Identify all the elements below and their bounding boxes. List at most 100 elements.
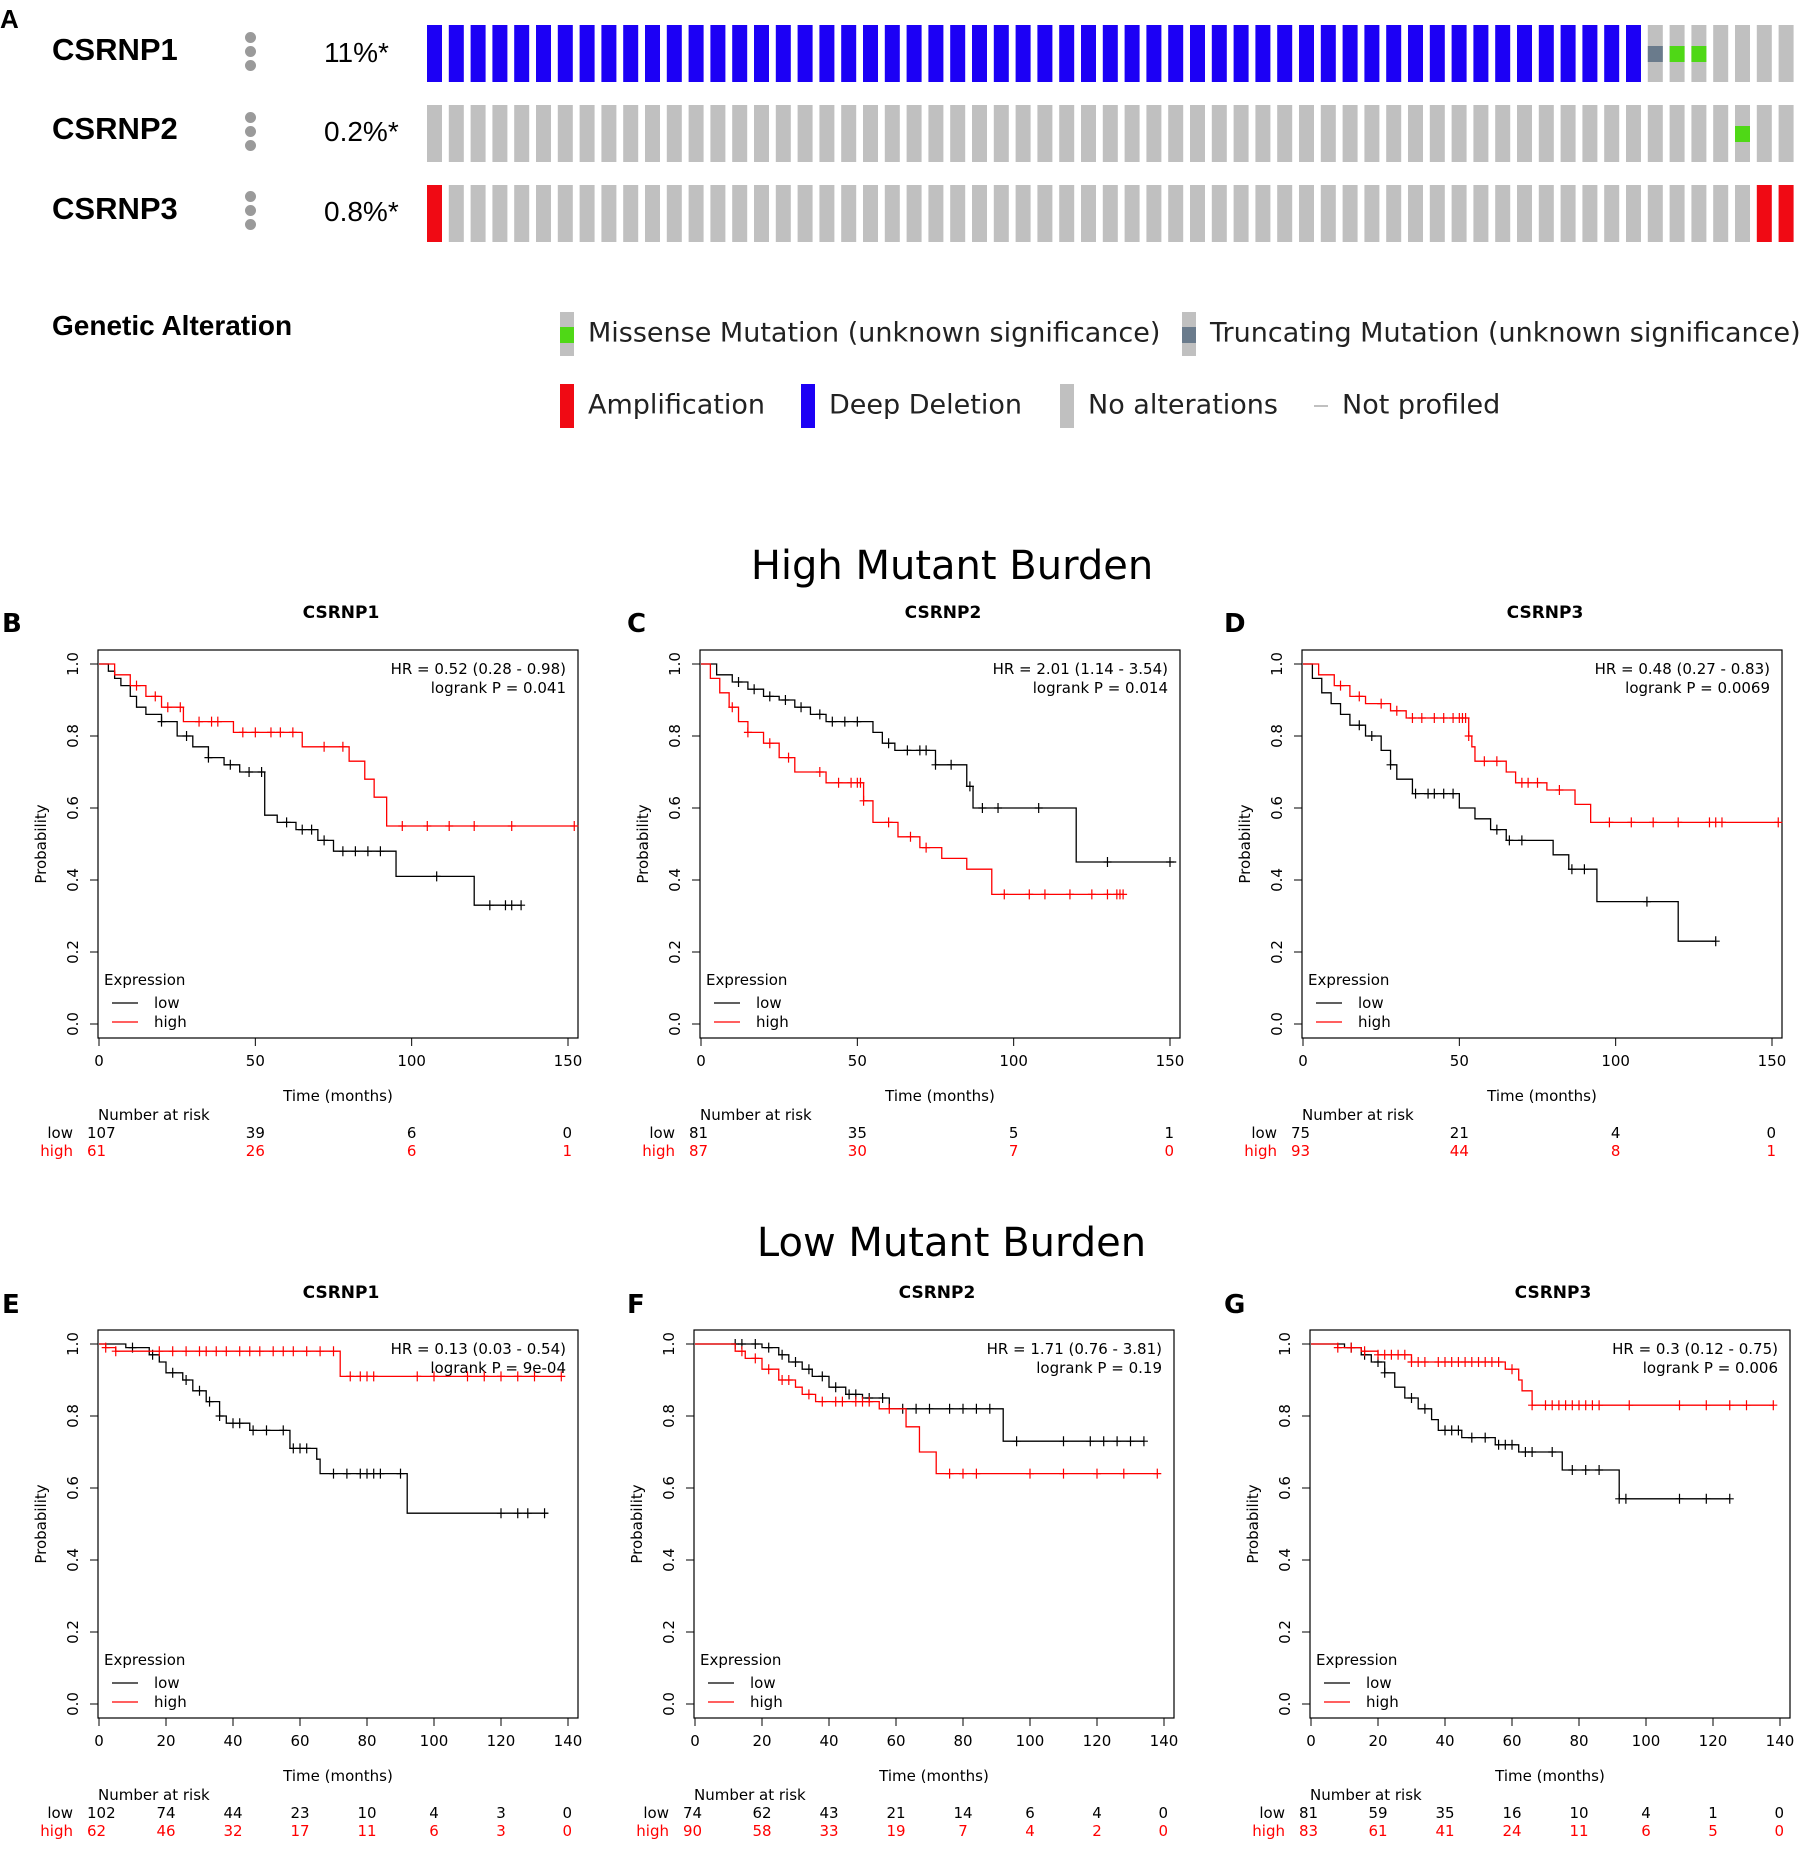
oncoprint-cell-csrnp1 [1211,25,1227,82]
oncoprint-cell-csrnp2 [1081,105,1096,162]
censor-mark-high [859,795,868,806]
censor-mark-high [1674,817,1683,828]
oncoprint-cell-csrnp1 [448,25,464,82]
censor-mark-low [751,1339,760,1349]
hazard-ratio: HR = 2.01 (1.14 - 3.54) [993,660,1168,678]
censor-mark-low [831,1382,840,1393]
censor-mark-high [1548,1400,1557,1411]
censor-mark-low [1407,1393,1416,1403]
risk-count-high: 30 [848,1142,867,1160]
oncoprint-cell-csrnp2 [1517,105,1532,162]
oncoprint-cell-csrnp3 [579,185,595,242]
y-tick-label: 0.0 [666,1012,684,1036]
oncoprint-cell-csrnp1 [993,25,1009,82]
censor-mark-low [342,1468,351,1479]
censor-mark-high [1093,1468,1101,1479]
legend-label-low: low [1358,994,1384,1012]
risk-header: Number at risk [700,1106,812,1124]
gene-menu-icon[interactable] [245,112,257,154]
censor-mark-low [1034,803,1043,813]
censor-mark-low [845,1389,854,1400]
censor-mark-high [1408,713,1417,723]
legend-label-low: low [1366,1674,1392,1692]
censor-mark-high [906,831,915,842]
censor-mark-low [205,1396,214,1407]
censor-mark-low [204,752,213,763]
hazard-ratio: HR = 0.13 (0.03 - 0.54) [391,1340,566,1358]
oncoprint-cell-csrnp3 [1081,185,1096,242]
censor-mark-high [151,691,160,702]
logrank-p: logrank P = 0.0069 [1625,679,1770,697]
x-tick-label: 100 [999,1052,1028,1070]
censor-mark-low [750,684,759,695]
legend-amplification: Amplification [560,384,765,428]
censor-mark-high [530,1371,539,1382]
censor-mark-low [1099,1436,1108,1447]
y-tick-label: 0.2 [1276,1620,1294,1644]
censor-mark-high [778,1375,787,1385]
x-tick-label: 150 [1156,1052,1185,1070]
oncoprint-cell-csrnp2 [1647,105,1663,162]
censor-mark-low [229,1418,237,1429]
x-axis-label: Time (months) [1486,1087,1597,1105]
oncoprint-cell-csrnp1 [1756,25,1772,82]
oncoprint-cell-csrnp1 [841,25,857,82]
censor-mark-low [884,738,893,749]
risk-count-high: 17 [290,1822,309,1840]
censor-mark-high [238,727,247,738]
censor-mark-low [797,702,806,713]
x-tick-label: 100 [1632,1732,1661,1750]
oncoprint-cell-csrnp2 [1538,105,1554,162]
oncoprint-cell-csrnp3 [1211,185,1227,242]
censor-mark-high [423,821,432,831]
censor-mark-high [922,842,931,853]
censor-mark-high [176,702,185,713]
censor-mark-high [1508,1364,1516,1375]
oncoprint-cell-csrnp3 [1015,185,1031,242]
censor-mark-high [1474,1357,1483,1367]
censor-mark-low [1517,835,1526,846]
x-tick-label: 100 [1016,1732,1045,1750]
censor-mark-low [432,871,441,882]
risk-count-high: 87 [689,1142,708,1160]
oncoprint-cell-csrnp1 [1386,25,1402,82]
oncoprint-cell-csrnp3 [1669,185,1685,242]
oncoprint-cell-csrnp2 [1386,105,1402,162]
oncoprint-cell-csrnp1 [1582,25,1598,82]
oncoprint-cell-csrnp2 [1037,105,1053,162]
censor-mark-high [764,1364,773,1375]
censor-mark-high [413,1371,422,1382]
censor-mark-high [1377,698,1386,709]
risk-count-low: 0 [562,1804,572,1822]
risk-count-low: 102 [87,1804,116,1822]
oncoprint-cell-csrnp1 [1604,25,1620,82]
risk-count-low: 75 [1291,1124,1310,1142]
oncoprint-cell-csrnp3 [1320,185,1336,242]
censor-mark-high [1417,713,1426,723]
censor-mark-high [851,1396,860,1407]
x-tick-label: 40 [819,1732,838,1750]
censor-mark-high [1554,1400,1563,1411]
oncoprint-cell-csrnp1 [1299,25,1314,82]
censor-mark-high [1461,713,1470,723]
censor-mark-low [369,1468,378,1479]
legend-title: Expression [706,971,787,989]
oncoprint-cell-csrnp1 [1168,25,1184,82]
censor-mark-high [818,1396,827,1407]
oncoprint-cell-csrnp1 [1626,25,1641,82]
gene-menu-icon[interactable] [245,191,257,233]
risk-row-label-high: high [1252,1822,1285,1840]
censor-mark-low [804,1364,813,1375]
gene-menu-icon[interactable] [245,32,257,74]
oncoprint-cell-csrnp2 [928,105,944,162]
y-tick-label: 0.0 [1268,1012,1286,1036]
censor-mark-low [262,1425,271,1436]
oncoprint-cell-csrnp2 [1146,105,1162,162]
x-tick-label: 120 [1083,1732,1112,1750]
oncoprint-cell-csrnp2 [623,105,639,162]
oncoprint-cell-csrnp3 [906,185,922,242]
y-tick-label: 1.0 [666,652,684,676]
y-tick-label: 0.8 [64,724,82,748]
oncoprint-cell-csrnp3 [645,185,660,242]
